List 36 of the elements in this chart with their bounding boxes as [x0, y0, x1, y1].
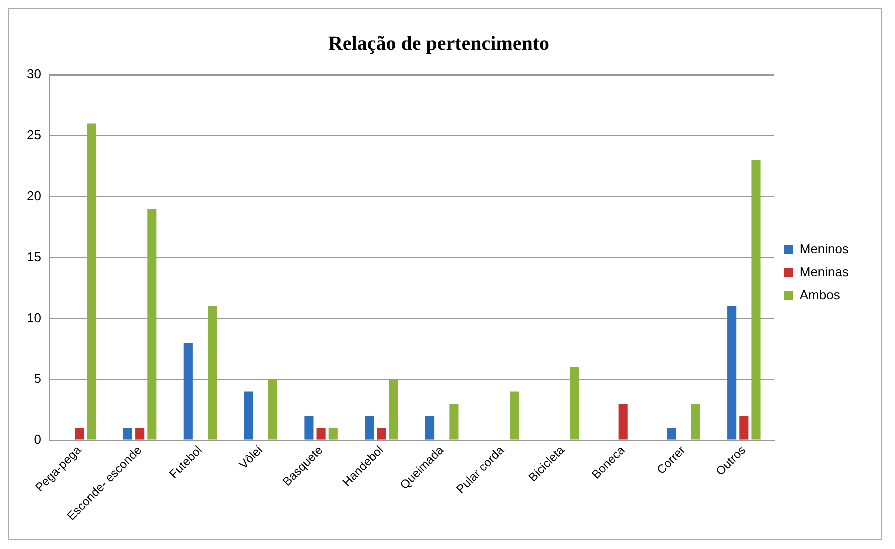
y-tick-label: 20 [26, 188, 42, 204]
bar [75, 428, 84, 440]
bar [268, 380, 278, 440]
legend-label: Meninas [800, 264, 850, 280]
bar [136, 428, 145, 440]
bar [304, 416, 314, 440]
y-tick-label: 5 [34, 371, 42, 386]
bar [691, 404, 700, 440]
bar [377, 428, 386, 440]
bar [328, 428, 338, 440]
bar [316, 428, 326, 440]
bar [244, 392, 254, 440]
bar [123, 428, 133, 440]
y-tick-label: 25 [26, 128, 42, 142]
y-tick-label: 10 [26, 310, 42, 326]
bar [184, 343, 193, 440]
bar [570, 367, 580, 440]
y-tick-label: 0 [34, 432, 42, 448]
y-tick-label: 30 [26, 66, 42, 82]
bar [510, 392, 520, 440]
bar [389, 380, 398, 440]
legend-label: Ambos [800, 288, 841, 303]
legend-label: Meninos [800, 242, 850, 257]
bar [148, 209, 157, 440]
bar [728, 306, 737, 440]
chart-title: Relação de pertencimento [328, 33, 550, 56]
bar [450, 404, 459, 440]
bar [208, 306, 218, 440]
bar [667, 428, 676, 440]
bar [618, 404, 628, 440]
y-tick-label: 15 [26, 249, 42, 264]
bar [87, 124, 96, 440]
bar [740, 416, 749, 440]
bar [426, 416, 435, 440]
bar [365, 416, 374, 440]
bar [752, 160, 761, 440]
